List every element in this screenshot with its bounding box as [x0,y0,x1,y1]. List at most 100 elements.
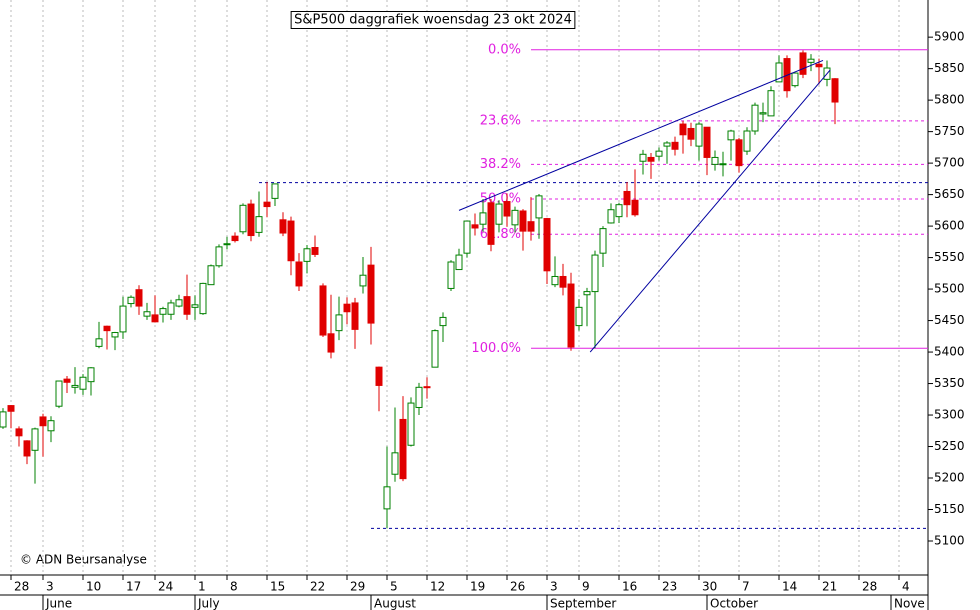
candle-body [303,248,311,262]
y-tick-label: 5350 [934,376,965,390]
month-label: Nove [894,597,925,610]
y-tick-label: 5750 [934,124,965,138]
x-tick-label: 17 [126,580,141,594]
candle-body [583,291,591,296]
y-tick-label: 5450 [934,313,965,327]
y-tick-label: 5300 [934,408,965,422]
candle-body [167,302,175,315]
candle-body [695,123,703,147]
x-tick-label: 5 [390,580,398,594]
candle-body [311,247,319,255]
candle-body [519,210,527,232]
month-label: July [197,597,220,610]
candle-body [351,302,359,330]
x-tick-label: 21 [822,580,837,594]
candle-body [807,58,815,63]
fibonacci-label: 0.0% [488,42,521,57]
candle-body [271,183,279,199]
candle-body [239,204,247,233]
candle-body [263,201,271,208]
month-label: October [710,597,758,610]
candle-body [175,299,183,307]
x-tick-label: 28 [862,580,877,594]
candle-body [703,126,711,158]
candle-body [631,199,639,216]
candle-body [647,156,655,162]
candle-body [103,325,111,332]
candle-body [47,420,55,432]
candle-body [415,386,423,408]
candle-body [447,261,455,289]
candle-body [39,416,47,427]
candle-body [391,452,399,475]
y-tick-label: 5150 [934,502,965,516]
candle-body [183,296,191,315]
candle-body [215,246,223,267]
candle-body [711,156,719,165]
title-box [290,11,576,29]
candle-body [151,314,159,323]
x-tick-label: 7 [742,580,750,594]
candle-body [503,201,511,217]
candle-body [111,332,119,338]
candle-body [487,202,495,245]
candle-body [383,486,391,510]
x-tick-label: 19 [470,580,485,594]
y-tick-label: 5700 [934,156,965,170]
x-tick-label: 14 [782,580,797,594]
candle-body [343,303,351,313]
candle-body [31,428,39,451]
candle-body [135,289,143,307]
candle-body [223,243,231,246]
candle-body [247,203,255,237]
candle-body [639,153,647,162]
candle-body [359,274,367,287]
y-tick-label: 5850 [934,61,965,75]
x-tick-label: 8 [230,580,238,594]
x-tick-label: 4 [902,580,910,594]
x-tick-label: 3 [46,580,54,594]
x-tick-label: 16 [622,580,637,594]
x-tick-label: 1 [198,580,206,594]
y-tick-label: 5100 [934,533,965,547]
candle-body [655,150,663,157]
candle-body [551,275,559,286]
candle-body [535,195,543,219]
fibonacci-label: 100.0% [471,341,521,356]
candle-body [471,224,479,229]
y-tick-label: 5400 [934,345,965,359]
candle-body [319,285,327,336]
candle-body [407,402,415,446]
month-label: August [374,597,416,610]
candle-body [767,90,775,117]
candle-body [55,380,63,407]
candle-body [255,216,263,233]
candle-body [87,367,95,383]
candle-body [607,209,615,224]
candle-body [367,264,375,324]
x-tick-label: 23 [662,580,677,594]
x-tick-label: 26 [510,580,525,594]
candle-body [119,305,127,333]
x-tick-label: 10 [86,580,101,594]
candle-body [679,123,687,136]
candle-body [431,330,439,368]
candle-body [71,384,79,388]
candle-body [751,104,759,132]
candle-body [455,254,463,271]
candle-body [783,58,791,92]
candle-body [15,428,23,437]
candle-body [527,221,535,232]
candle-body [815,63,823,68]
candle-body [335,314,343,332]
candle-body [191,304,199,308]
candle-body [511,209,519,226]
candle-body [279,219,287,234]
candle-body [7,405,15,412]
candle-body [799,52,807,75]
x-tick-label: 3 [550,580,558,594]
candle-body [671,141,679,150]
candle-body [199,282,207,315]
y-tick-label: 5800 [934,93,965,107]
